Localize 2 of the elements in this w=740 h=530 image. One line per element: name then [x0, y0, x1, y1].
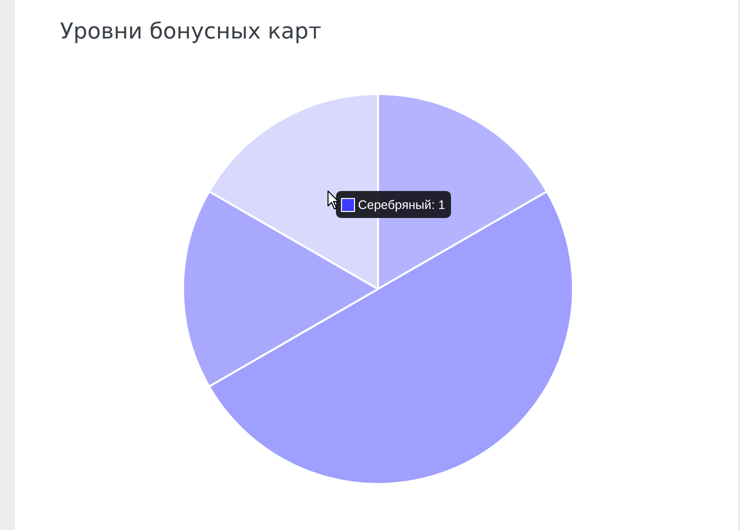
- tooltip: Серебряный: 1: [336, 191, 452, 218]
- chart-title: Уровни бонусных карт: [60, 20, 322, 45]
